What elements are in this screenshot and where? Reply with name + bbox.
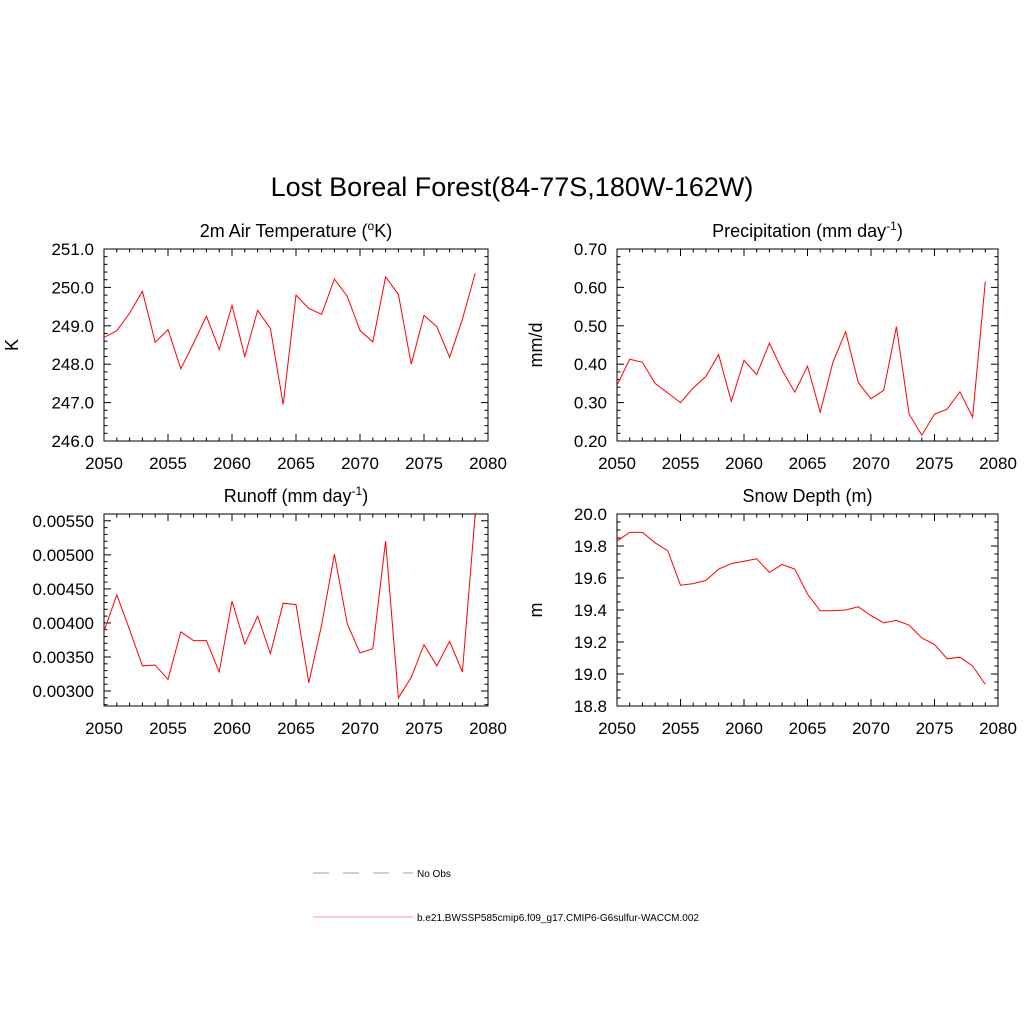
y-tick-label-temp-3: 249.0 (51, 317, 94, 336)
x-tick-label-runoff-3: 2065 (277, 719, 315, 738)
x-tick-label-precip-6: 2080 (979, 454, 1017, 473)
panel-title-temp: 2m Air Temperature (oK) (200, 219, 392, 241)
series-line-runoff (103, 513, 476, 700)
x-tick-label-runoff-1: 2055 (149, 719, 187, 738)
y-tick-label-snow-6: 20.0 (574, 505, 607, 524)
x-tick-label-precip-0: 2050 (598, 454, 636, 473)
y-tick-label-snow-4: 19.6 (574, 569, 607, 588)
y-tick-label-snow-1: 19.0 (574, 665, 607, 684)
x-tick-label-runoff-6: 2080 (469, 719, 507, 738)
x-tick-label-temp-5: 2075 (405, 454, 443, 473)
y-axis-label-snow: m (526, 603, 546, 618)
x-tick-label-temp-1: 2055 (149, 454, 187, 473)
x-tick-label-snow-1: 2055 (662, 719, 700, 738)
x-tick-label-runoff-4: 2070 (341, 719, 379, 738)
y-tick-label-precip-1: 0.30 (574, 394, 607, 413)
x-tick-label-precip-3: 2065 (789, 454, 827, 473)
legend-label-no-obs: No Obs (417, 869, 451, 880)
chart-panel-snow: Snow Depth (m) 2050 2055 2060 2065 2070 2075 20… (526, 486, 1017, 738)
y-tick-label-runoff-3: 0.00450 (33, 580, 94, 599)
y-tick-label-precip-0: 0.20 (574, 432, 607, 451)
x-tick-label-precip-2: 2060 (725, 454, 763, 473)
panel-title-snow: Snow Depth (m) (742, 486, 872, 506)
panel-title-runoff: Runoff (mm day-1) (224, 484, 368, 506)
legend: No Obs b.e21.BWSSP585cmip6.f09_g17.CMIP6… (313, 869, 699, 924)
x-tick-label-snow-2: 2060 (725, 719, 763, 738)
plot-frame-runoff (103, 513, 489, 707)
x-tick-label-snow-5: 2075 (916, 719, 954, 738)
chart-panel-temp: 2m Air Temperature (oK) 2050 2055 2060 2065 2… (2, 219, 507, 473)
x-tick-label-temp-3: 2065 (277, 454, 315, 473)
series-line-precip (616, 281, 986, 437)
y-tick-label-precip-5: 0.70 (574, 240, 607, 259)
legend-label-model-run: b.e21.BWSSP585cmip6.f09_g17.CMIP6-G6sulf… (417, 913, 699, 924)
y-tick-label-runoff-4: 0.00500 (33, 546, 94, 565)
figure-title: Lost Boreal Forest(84-77S,180W-162W) (271, 172, 754, 202)
chart-panel-precip: Precipitation (mm day-1) 2050 2055 2060 2065… (526, 219, 1017, 473)
y-tick-label-temp-1: 247.0 (51, 394, 94, 413)
y-tick-label-snow-0: 18.8 (574, 697, 607, 716)
series-line-temp (103, 273, 476, 405)
x-tick-label-runoff-0: 2050 (85, 719, 123, 738)
x-tick-label-temp-2: 2060 (213, 454, 251, 473)
y-axis-label-temp: K (2, 339, 22, 351)
series-line-snow (616, 531, 986, 685)
x-tick-label-snow-0: 2050 (598, 719, 636, 738)
y-tick-label-runoff-1: 0.00350 (33, 648, 94, 667)
x-tick-label-temp-6: 2080 (469, 454, 507, 473)
y-axis-label-precip: mm/d (526, 323, 546, 368)
x-tick-label-precip-5: 2075 (916, 454, 954, 473)
x-tick-label-temp-0: 2050 (85, 454, 123, 473)
x-tick-label-snow-4: 2070 (852, 719, 890, 738)
y-tick-label-snow-3: 19.4 (574, 601, 607, 620)
x-tick-label-runoff-2: 2060 (213, 719, 251, 738)
x-tick-label-precip-1: 2055 (662, 454, 700, 473)
y-tick-label-runoff-5: 0.00550 (33, 512, 94, 531)
x-tick-label-temp-4: 2070 (341, 454, 379, 473)
y-tick-label-precip-3: 0.50 (574, 317, 607, 336)
y-tick-label-temp-2: 248.0 (51, 355, 94, 374)
y-tick-label-runoff-0: 0.00300 (33, 682, 94, 701)
y-tick-label-temp-5: 251.0 (51, 240, 94, 259)
plot-frame-snow (616, 513, 999, 707)
x-tick-label-snow-3: 2065 (789, 719, 827, 738)
x-tick-label-precip-4: 2070 (852, 454, 890, 473)
plot-frame-temp (103, 248, 489, 442)
y-tick-label-temp-0: 246.0 (51, 432, 94, 451)
chart-panel-runoff: Runoff (mm day-1) 2050 2055 2060 2065 2070 207… (33, 484, 507, 738)
plot-frame-precip (616, 248, 999, 442)
y-tick-label-runoff-2: 0.00400 (33, 614, 94, 633)
y-tick-label-temp-4: 250.0 (51, 278, 94, 297)
y-tick-label-precip-2: 0.40 (574, 355, 607, 374)
y-tick-label-snow-5: 19.8 (574, 537, 607, 556)
y-tick-label-snow-2: 19.2 (574, 633, 607, 652)
x-tick-label-snow-6: 2080 (979, 719, 1017, 738)
x-tick-label-runoff-5: 2075 (405, 719, 443, 738)
panel-title-precip: Precipitation (mm day-1) (712, 219, 903, 241)
y-tick-label-precip-4: 0.60 (574, 278, 607, 297)
